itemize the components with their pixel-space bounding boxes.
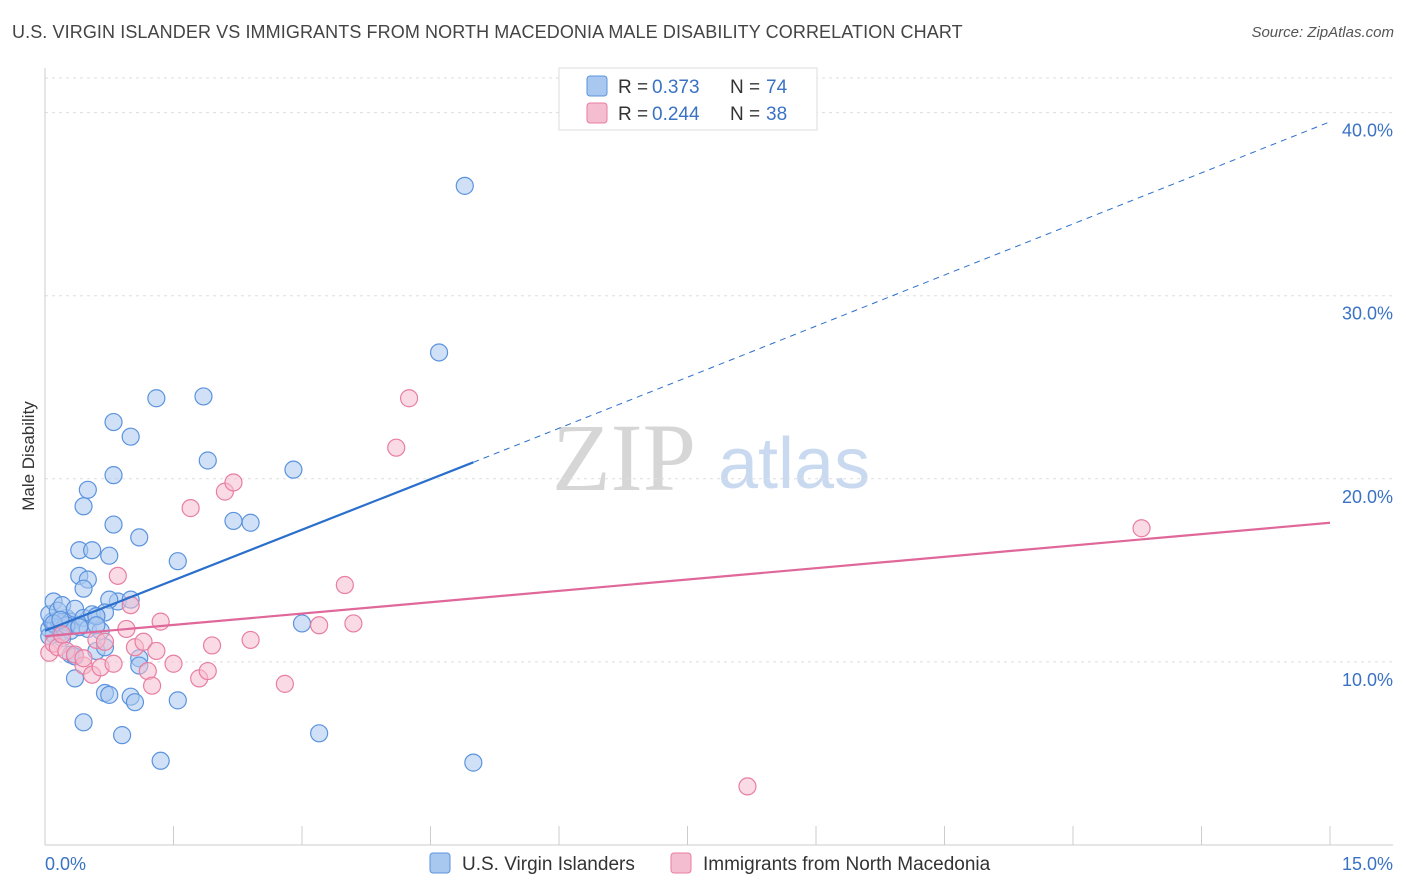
virgin-islanders-point-66 [429, 343, 449, 362]
virgin-islanders-point-48 [224, 511, 243, 531]
north-macedonia-point-19 [147, 641, 166, 661]
legend-n-value-1: 38 [766, 104, 787, 125]
grid-lines [45, 77, 1393, 663]
y-axis-tick-labels: 10.0% 20.0% 30.0% 40.0% [1342, 121, 1393, 690]
legend-r-value-0: 0.373 [652, 77, 700, 98]
y-tick-label-3: 40.0% [1342, 121, 1393, 141]
legend-n-value-0: 74 [766, 77, 788, 98]
watermark-atlas: atlas [718, 424, 870, 504]
virgin-islanders-point-50 [284, 460, 303, 479]
virgin-islanders-point-54 [100, 685, 119, 704]
north-macedonia-point-24 [198, 661, 217, 681]
virgin-islanders-point-51 [292, 614, 312, 633]
series-legend-swatch-pink [670, 852, 692, 874]
virgin-islanders-point-38 [74, 497, 93, 516]
series-north-macedonia-points [40, 389, 1151, 796]
legend-swatch-blue [586, 75, 608, 97]
legend-n-label-0: N = [730, 77, 760, 98]
virgin-islanders-point-63 [310, 724, 329, 743]
north-macedonia-point-21 [164, 654, 183, 673]
virgin-islanders-point-73 [70, 618, 89, 637]
stats-legend: R = 0.373 N = 74 R = 0.244 N = 38 [558, 67, 818, 131]
virgin-islanders-point-52 [65, 669, 85, 688]
north-macedonia-point-22 [181, 499, 200, 518]
source-credit: Source: ZipAtlas.com [1251, 24, 1394, 41]
virgin-islanders-point-41 [104, 466, 123, 485]
virgin-islanders-point-62 [151, 751, 170, 770]
virgin-islanders-point-37 [78, 480, 97, 499]
legend-r-label-0: R = [618, 77, 648, 98]
north-macedonia-point-29 [275, 674, 294, 693]
virgin-islanders-point-60 [74, 713, 93, 732]
series-virgin-islanders-points [40, 176, 483, 772]
virgin-islanders-point-61 [112, 726, 132, 745]
y-axis-title: Male Disability [19, 401, 38, 511]
virgin-islanders-point-49 [241, 513, 260, 532]
virgin-islanders-point-29 [74, 579, 93, 598]
virgin-islanders-point-65 [455, 176, 474, 195]
trend-line-virgin-islanders [44, 461, 474, 632]
north-macedonia-point-35 [738, 777, 757, 796]
virgin-islanders-point-46 [198, 451, 217, 470]
north-macedonia-point-27 [224, 473, 243, 492]
watermark: ZIP atlas [552, 404, 870, 511]
trend-lines [44, 121, 1331, 638]
y-tick-label-1: 20.0% [1342, 487, 1393, 507]
series-legend-label-0: U.S. Virgin Islanders [462, 854, 635, 875]
virgin-islanders-point-64 [464, 753, 483, 772]
virgin-islanders-point-45 [194, 387, 213, 406]
north-macedonia-point-16 [134, 632, 153, 651]
x-axis-ticks [44, 826, 1331, 845]
north-macedonia-point-31 [335, 575, 354, 595]
x-tick-label-min: 0.0% [45, 854, 86, 874]
series-legend: U.S. Virgin Islanders Immigrants from No… [429, 852, 991, 875]
virgin-islanders-point-42 [104, 412, 123, 432]
chart-title: U.S. VIRGIN ISLANDER VS IMMIGRANTS FROM … [12, 22, 963, 42]
north-macedonia-point-34 [399, 389, 419, 408]
north-macedonia-point-32 [344, 614, 363, 633]
legend-n-label-1: N = [730, 104, 760, 125]
virgin-islanders-point-56 [125, 693, 145, 712]
virgin-islanders-point-32 [100, 546, 119, 565]
virgin-islanders-point-44 [147, 389, 166, 408]
virgin-islanders-point-47 [168, 552, 187, 571]
north-macedonia-point-12 [108, 566, 127, 585]
legend-r-label-1: R = [618, 104, 648, 125]
north-macedonia-point-33 [387, 438, 406, 457]
watermark-zip: ZIP [552, 404, 696, 511]
north-macedonia-point-28 [241, 630, 260, 650]
north-macedonia-point-18 [142, 676, 162, 695]
virgin-islanders-point-40 [130, 528, 149, 547]
trend-line-virgin-islanders-extension [473, 121, 1331, 463]
virgin-islanders-point-59 [168, 691, 187, 710]
x-tick-label-max: 15.0% [1342, 854, 1393, 874]
north-macedonia-point-25 [202, 636, 222, 655]
y-tick-label-2: 30.0% [1342, 304, 1393, 324]
north-macedonia-point-30 [310, 616, 329, 635]
north-macedonia-point-11 [104, 654, 123, 673]
north-macedonia-point-37 [74, 649, 93, 668]
trend-line-north-macedonia [44, 521, 1331, 638]
y-tick-label-0: 10.0% [1342, 670, 1393, 690]
virgin-islanders-point-39 [104, 515, 123, 534]
north-macedonia-point-36 [1132, 519, 1151, 538]
series-legend-label-1: Immigrants from North Macedonia [703, 854, 991, 875]
series-legend-swatch-blue [429, 852, 451, 874]
north-macedonia-point-10 [95, 632, 115, 651]
legend-swatch-pink [586, 102, 608, 124]
legend-r-value-1: 0.244 [652, 104, 700, 125]
virgin-islanders-point-43 [121, 427, 140, 446]
virgin-islanders-point-31 [83, 541, 102, 560]
